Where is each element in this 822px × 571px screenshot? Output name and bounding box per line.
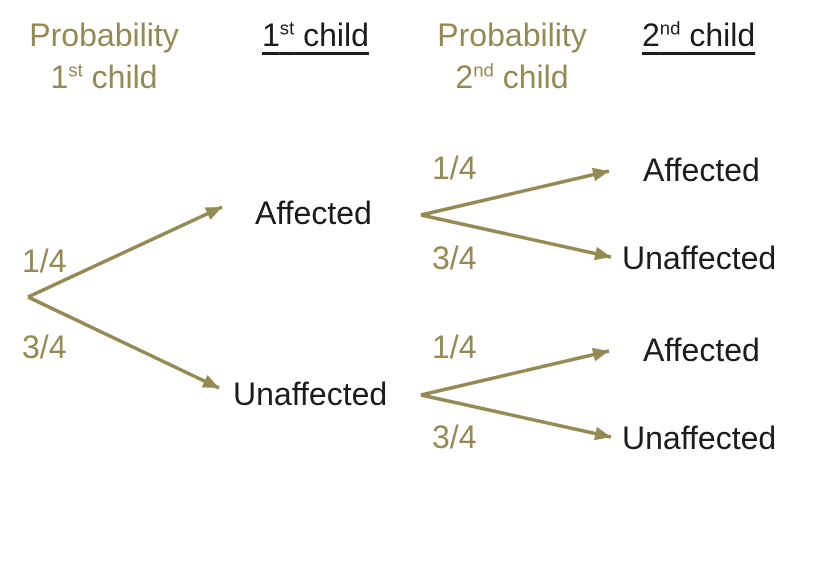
branch-arrow-affected-affected bbox=[420, 167, 610, 217]
probability-label-1st-affected: 1/4 bbox=[22, 243, 67, 279]
outcome-label-2nd-affected-unaffected: Unaffected bbox=[622, 240, 777, 276]
probability-label-2nd-affected-affected: 1/4 bbox=[432, 150, 477, 186]
ordinal-superscript: nd bbox=[473, 59, 494, 81]
probability-label-1st-unaffected: 3/4 bbox=[22, 329, 67, 365]
outcome-label-2nd-affected-affected: Affected bbox=[643, 152, 760, 188]
header-probability-1st-child-line2: 1st child bbox=[50, 59, 158, 95]
probability-label-2nd-unaffected-affected: 1/4 bbox=[432, 329, 477, 365]
ordinal-superscript: st bbox=[68, 59, 83, 81]
probability-label-2nd-affected-unaffected: 3/4 bbox=[432, 240, 477, 276]
header-probability-2nd-child: Probability 2nd child bbox=[422, 14, 602, 98]
branch-arrow-unaffected-affected bbox=[420, 347, 610, 397]
branch-arrow-affected-unaffected bbox=[420, 213, 612, 261]
probability-label-2nd-unaffected-unaffected: 3/4 bbox=[432, 419, 477, 455]
outcome-label-1st-affected: Affected bbox=[255, 195, 372, 231]
header-probability-1st-child-line1: Probability bbox=[29, 17, 179, 53]
branch-arrow-root-unaffected bbox=[27, 295, 220, 390]
header-probability-1st-child: Probability 1st child bbox=[14, 14, 194, 98]
branch-arrow-unaffected-unaffected bbox=[420, 393, 612, 441]
branch-arrow-root-affected bbox=[27, 205, 223, 299]
header-2nd-child: 2nd child bbox=[642, 17, 756, 53]
header-probability-2nd-child-line2: 2nd child bbox=[455, 59, 569, 95]
ordinal-superscript: nd bbox=[659, 17, 681, 39]
outcome-label-2nd-unaffected-affected: Affected bbox=[643, 332, 760, 368]
outcome-label-1st-unaffected: Unaffected bbox=[233, 376, 388, 412]
ordinal-superscript: st bbox=[279, 17, 295, 39]
header-1st-child: 1st child bbox=[262, 17, 369, 53]
outcome-label-2nd-unaffected-unaffected: Unaffected bbox=[622, 420, 777, 456]
header-probability-2nd-child-line1: Probability bbox=[437, 17, 587, 53]
